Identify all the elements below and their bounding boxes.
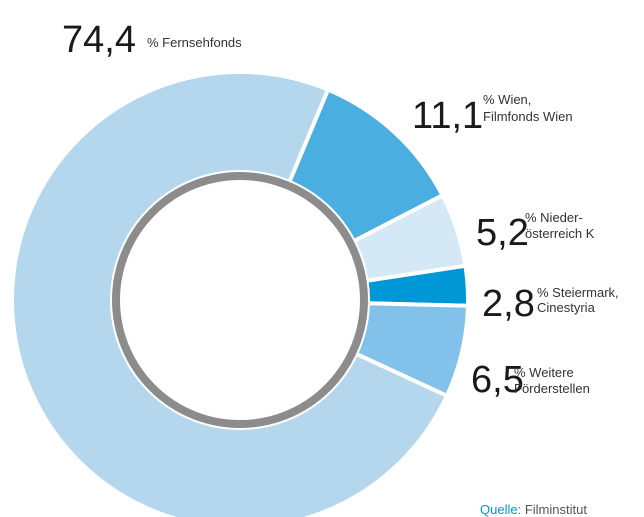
value-label: 74,4 bbox=[62, 19, 136, 61]
category-label: % Nieder- bbox=[525, 210, 583, 225]
category-label: % Fernsehfonds bbox=[147, 35, 242, 50]
category-label: Förderstellen bbox=[514, 381, 590, 396]
source: Quelle: Filminstitut bbox=[480, 502, 587, 517]
category-label: % Weitere bbox=[514, 365, 574, 380]
value-label: 2,8 bbox=[482, 283, 535, 325]
category-label: % Wien, bbox=[483, 92, 531, 107]
source-label: Quelle: bbox=[480, 502, 521, 517]
category-label: österreich K bbox=[525, 226, 595, 241]
value-label: 11,1 bbox=[412, 95, 483, 137]
value-label: 6,5 bbox=[471, 359, 524, 401]
category-label: Filmfonds Wien bbox=[483, 109, 573, 124]
category-label: % Steiermark, bbox=[537, 285, 619, 300]
category-label: Cinestyria bbox=[537, 300, 596, 315]
source-text: Filminstitut bbox=[525, 502, 588, 517]
value-label: 5,2 bbox=[476, 212, 529, 254]
inner-ring bbox=[112, 172, 368, 428]
